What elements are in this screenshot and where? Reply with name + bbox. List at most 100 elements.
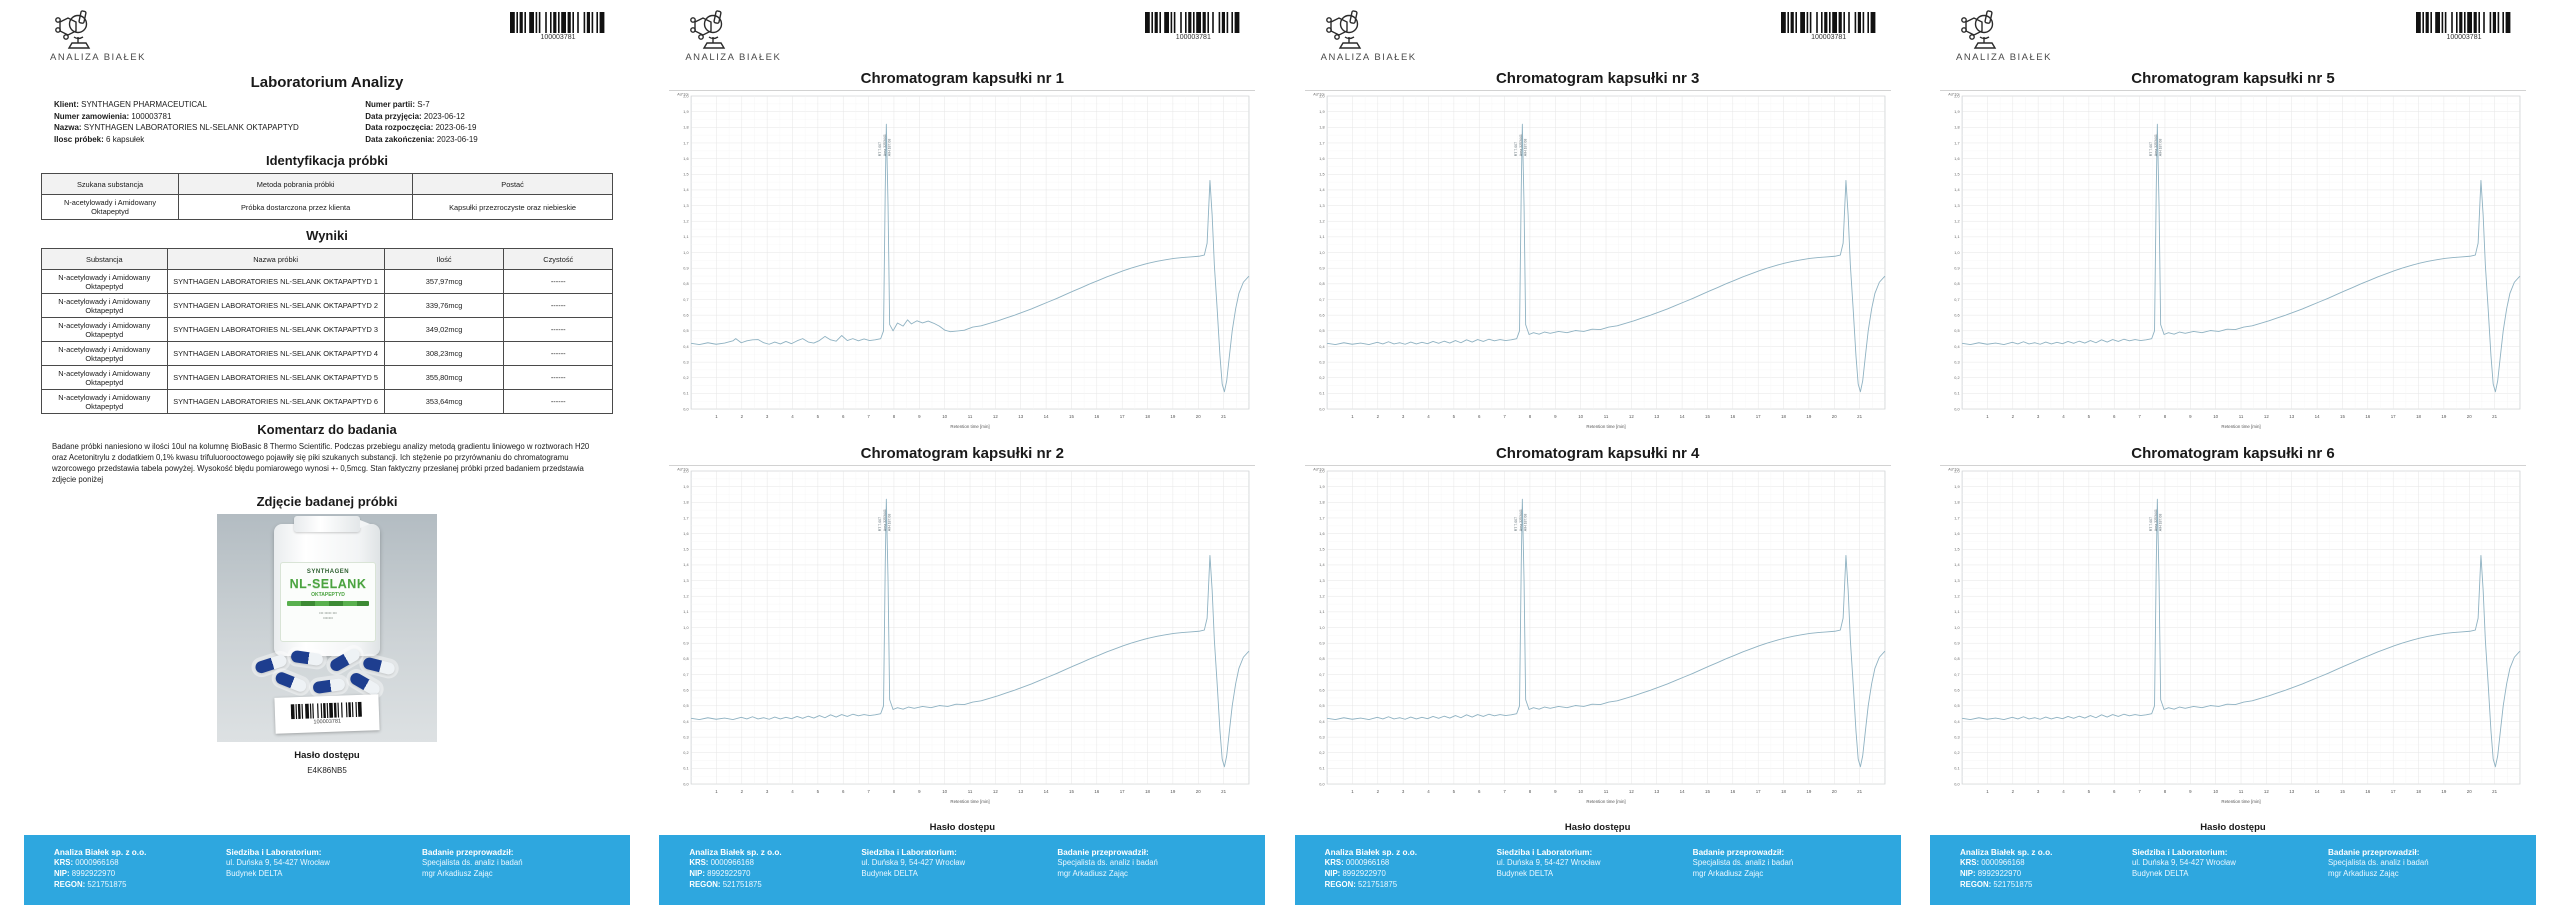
svg-text:0,5: 0,5	[684, 329, 689, 333]
svg-text:1,6: 1,6	[1319, 157, 1324, 161]
svg-text:3: 3	[2037, 414, 2040, 419]
capsule	[312, 677, 346, 695]
report-info: Klient: SYNTHAGEN PHARMACEUTICAL Numer za…	[24, 99, 630, 145]
info-line: Ilosc próbek: 6 kapsułek	[54, 134, 145, 144]
svg-text:0,3: 0,3	[1319, 736, 1324, 740]
footer-examiner: Badanie przeprowadził: Specjalista ds. a…	[2328, 847, 2536, 905]
svg-text:21: 21	[1857, 789, 1862, 794]
svg-text:14: 14	[1044, 414, 1049, 419]
footer-examiner-title: Badanie przeprowadził:	[2327, 848, 2420, 857]
svg-text:8: 8	[2164, 414, 2167, 419]
svg-text:2: 2	[741, 414, 744, 419]
section-title-komentarz: Komentarz do badania	[257, 422, 397, 438]
svg-text:Retention time [min]: Retention time [min]	[2221, 424, 2260, 429]
page-header: ANALIZA BIAŁEK 100003781	[24, 0, 630, 64]
info-line: Numer partii: S-7	[365, 100, 430, 109]
svg-text:0,4: 0,4	[684, 720, 689, 724]
table-row: N-acetylowady i Amidowany Oktapeptyd SYNT…	[41, 341, 613, 367]
footer-examiner-line: Specjalista ds. analiz i badań	[2327, 858, 2429, 868]
table-cell: ------	[503, 365, 613, 391]
access-password-label: Hasło dostępu	[929, 822, 996, 834]
svg-text:0,9: 0,9	[684, 642, 689, 646]
svg-text:3: 3	[766, 414, 769, 419]
table-row: N-acetylowady i Amidowany Oktapeptyd Pró…	[40, 194, 613, 221]
svg-text:1,1: 1,1	[1319, 235, 1324, 239]
svg-text:16: 16	[1730, 789, 1735, 794]
barcode-icon	[2415, 12, 2511, 33]
page-header: ANALIZA BIAŁEK 100003781	[1930, 0, 2536, 64]
svg-text:5: 5	[1452, 414, 1455, 419]
svg-text:AU*10²: AU*10²	[1948, 468, 1960, 472]
barcode-number: 100003781	[1811, 34, 1847, 41]
svg-text:11: 11	[2239, 414, 2244, 419]
svg-text:4: 4	[2062, 789, 2065, 794]
footer-address: Siedziba i Laboratorium: ul. Duńska 9, 5…	[2132, 847, 2328, 905]
table-cell: N-acetylowady i Amidowany Oktapeptyd	[40, 194, 180, 221]
chart-title: Chromatogram kapsułki nr 1	[860, 70, 1065, 87]
svg-text:1,7: 1,7	[684, 516, 689, 520]
svg-text:1,5: 1,5	[684, 548, 689, 552]
section-title-zdjecie: Zdjęcie badanej próbki	[256, 494, 398, 509]
logo-wordmark: ANALIZA BIAŁEK	[1320, 52, 1417, 63]
svg-text:0,6: 0,6	[1954, 689, 1959, 693]
svg-text:9: 9	[1554, 414, 1557, 419]
svg-text:21: 21	[1221, 789, 1226, 794]
svg-text:2: 2	[2012, 789, 2015, 794]
svg-text:1,4: 1,4	[684, 188, 689, 192]
footer-address-line: Budynek DELTA	[861, 869, 918, 879]
lab-logo: ANALIZA BIAŁEK	[685, 10, 781, 63]
microscope-hexagon-icon	[50, 10, 96, 50]
bottle-brand-text: SYNTHAGEN	[306, 569, 350, 575]
footer-examiner-line: mgr Arkadiusz Zając	[422, 869, 493, 879]
svg-text:17: 17	[1755, 789, 1760, 794]
svg-text:1,8: 1,8	[1319, 501, 1324, 505]
access-password-code: E4K86NB5	[307, 766, 347, 775]
report-info-left: Klient: SYNTHAGEN PHARMACEUTICAL Numer za…	[54, 99, 365, 145]
footer-nip: NIP: 8992922970	[1959, 869, 2022, 879]
barcode-icon	[1145, 12, 1240, 33]
svg-text:15: 15	[1705, 414, 1710, 419]
footer-examiner-line: Specjalista ds. analiz i badań	[1692, 858, 1794, 868]
svg-text:20: 20	[1831, 414, 1836, 419]
order-barcode: 100003781	[510, 12, 606, 41]
svg-text:0,8: 0,8	[684, 282, 689, 286]
table-cell: SYNTHAGEN LABORATORIES NL-SELANK OKTAPAP…	[166, 269, 385, 295]
table-cell: Kapsułki przezroczyste oraz niebieskie	[412, 194, 613, 221]
svg-text:RT 7.007: RT 7.007	[2149, 517, 2153, 531]
footer-krs: KRS: 0000966168	[1324, 858, 1390, 868]
svg-text:2: 2	[2012, 414, 2015, 419]
svg-text:1: 1	[1986, 414, 1989, 419]
svg-text:0,3: 0,3	[1319, 360, 1324, 364]
svg-text:RT 7.007: RT 7.007	[879, 142, 883, 156]
footer-address: Siedziba i Laboratorium: ul. Duńska 9, 5…	[226, 847, 422, 905]
svg-text:A/H 187.08: A/H 187.08	[2158, 514, 2162, 532]
svg-text:1,2: 1,2	[1954, 595, 1959, 599]
svg-text:5: 5	[2088, 414, 2091, 419]
svg-text:7: 7	[2138, 414, 2141, 419]
svg-text:1,0: 1,0	[1319, 251, 1324, 255]
barcode-icon	[1780, 12, 1876, 33]
footer-address-title: Siedziba i Laboratorium:	[226, 848, 322, 857]
page-footer: Analiza Białek sp. z o.o. KRS: 000096616…	[24, 835, 630, 905]
svg-text:2,0: 2,0	[684, 469, 689, 473]
svg-text:11: 11	[2239, 789, 2244, 794]
svg-text:21: 21	[1857, 414, 1862, 419]
table-row: N-acetylowady i Amidowany Oktapeptyd SYNT…	[41, 317, 613, 343]
table-cell: ------	[503, 269, 613, 295]
svg-text:Area 3253441: Area 3253441	[883, 509, 887, 531]
chart-title: Chromatogram kapsułki nr 6	[2131, 445, 2335, 463]
svg-text:13: 13	[1019, 414, 1024, 419]
svg-text:19: 19	[1806, 789, 1811, 794]
svg-text:0,4: 0,4	[1954, 720, 1959, 724]
chart-title: Chromatogram kapsułki nr 2	[860, 445, 1065, 463]
info-line: Data zakończenia: 2023-06-19	[365, 134, 478, 144]
svg-text:0,0: 0,0	[684, 783, 689, 787]
capsule	[362, 656, 396, 676]
svg-text:1,1: 1,1	[684, 235, 689, 239]
info-line: Data rozpoczęcia: 2023-06-19	[365, 123, 477, 133]
identification-table: Szukana substancja Metoda pobrania próbk…	[40, 173, 613, 221]
svg-text:13: 13	[2289, 789, 2294, 794]
svg-text:2,0: 2,0	[1954, 469, 1959, 473]
svg-text:5: 5	[2088, 789, 2091, 794]
